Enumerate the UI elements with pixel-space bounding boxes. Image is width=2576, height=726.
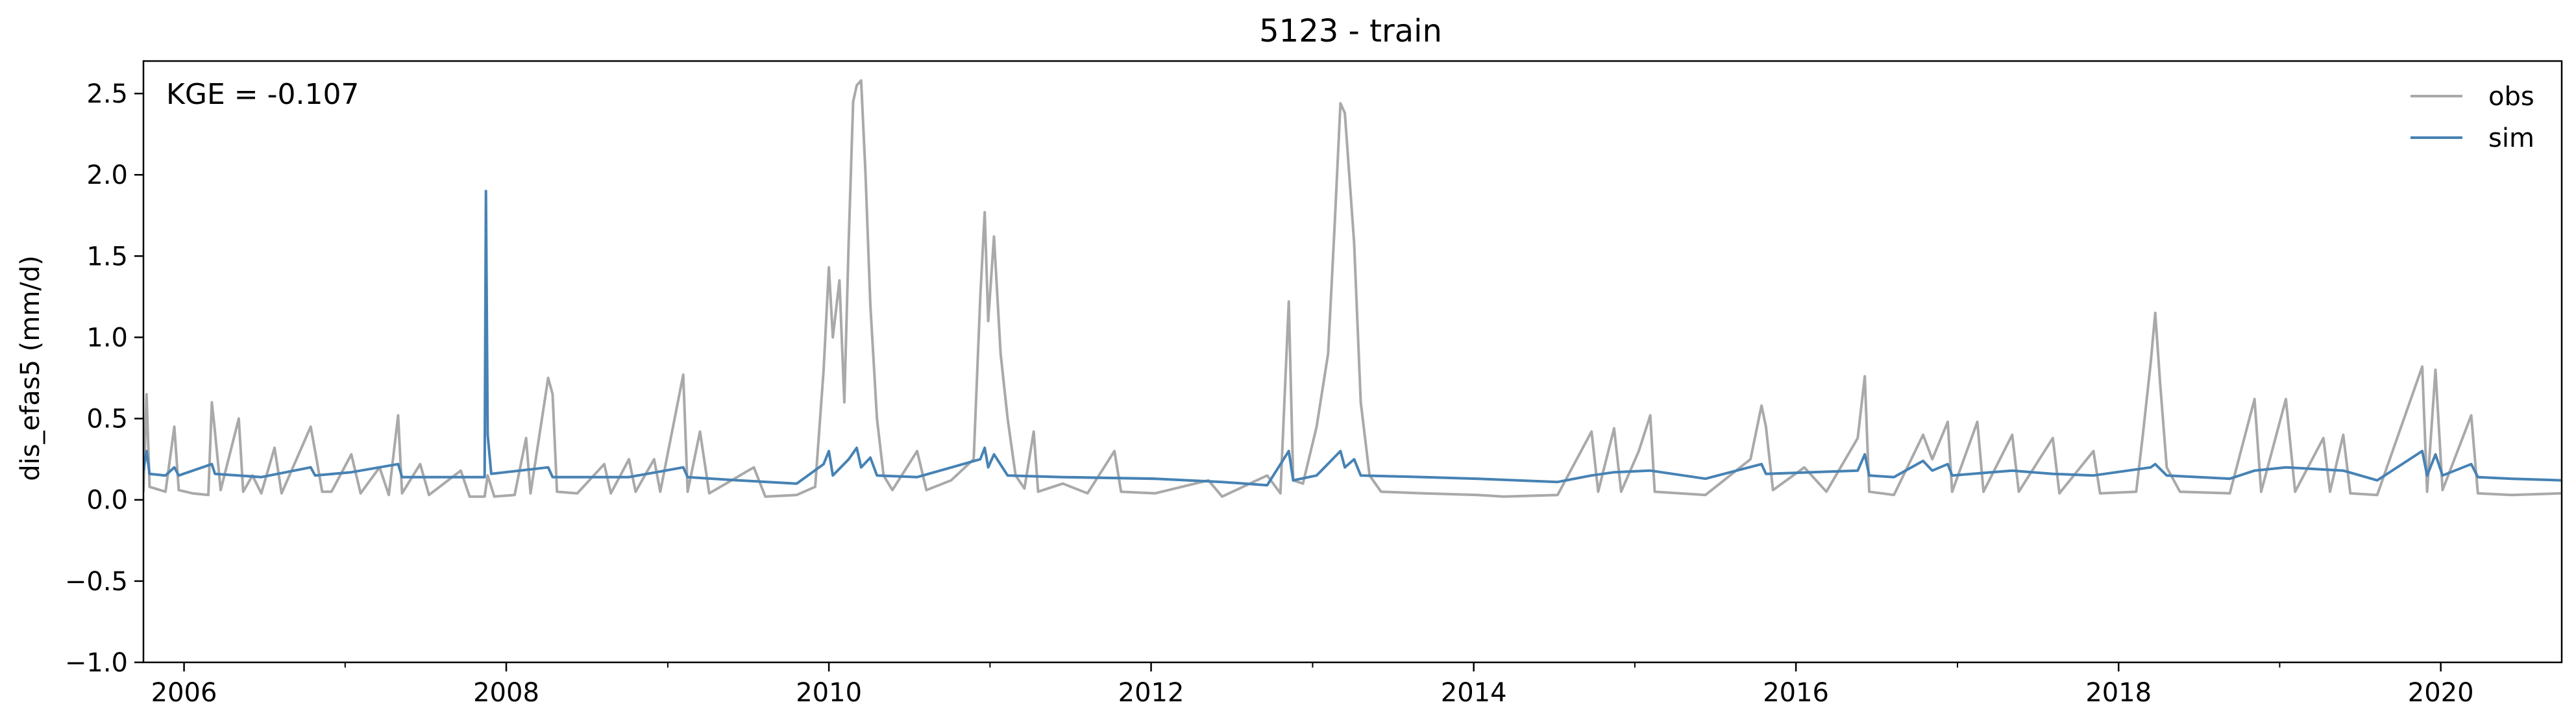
x-tick-label: 2010 [796, 678, 862, 708]
y-tick-label: 2.0 [86, 160, 128, 190]
x-tick-label: 2012 [1118, 678, 1184, 708]
y-axis-label: dis_efas5 (mm/d) [16, 255, 45, 481]
y-tick-label: 2.5 [86, 79, 128, 109]
legend-label-obs: obs [2488, 82, 2534, 112]
y-tick-label: 1.0 [86, 323, 128, 353]
series-line-sim [143, 190, 2562, 487]
plot-frame [142, 60, 2563, 664]
legend: obs sim [2410, 82, 2534, 153]
x-tick-label: 2018 [2085, 678, 2152, 708]
y-tick-label: 0.0 [86, 486, 128, 516]
plot-area [143, 79, 2562, 498]
x-tick-label: 2008 [473, 678, 539, 708]
series-line-obs [143, 79, 2562, 498]
y-tick-label: 1.5 [86, 242, 128, 271]
y-tick-label: −0.5 [65, 567, 128, 597]
x-tick-label: 2016 [1763, 678, 1829, 708]
chart-title: 5123 - train [1259, 13, 1442, 49]
legend-label-sim: sim [2488, 123, 2534, 153]
y-axis: −1.0 −0.5 0.0 0.5 1.0 1.5 2.0 2.5 [65, 79, 143, 678]
x-tick-label: 2020 [2408, 678, 2474, 708]
x-tick-label: 2014 [1441, 678, 1507, 708]
y-tick-label: −1.0 [65, 648, 128, 678]
series-layer [143, 79, 2562, 498]
kge-annotation: KGE = -0.107 [166, 78, 359, 111]
x-tick-label: 2006 [151, 678, 217, 708]
y-tick-label: 0.5 [86, 405, 128, 434]
x-axis: 2006 2008 2010 2012 2014 2016 2018 2020 [151, 662, 2474, 708]
